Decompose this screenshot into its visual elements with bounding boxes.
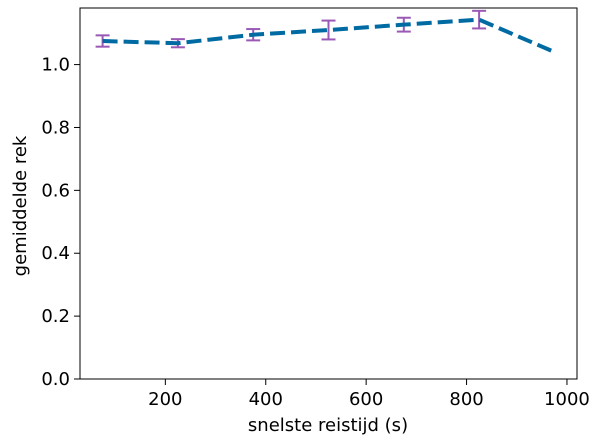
y-tick-label: 1.0 bbox=[41, 55, 70, 76]
y-tick-label: 0.6 bbox=[41, 180, 70, 201]
error-bar bbox=[472, 9, 487, 30]
x-tick-label: 200 bbox=[148, 389, 182, 410]
x-axis-label: snelste reistijd (s) bbox=[248, 415, 408, 436]
x-tick-label: 400 bbox=[249, 389, 283, 410]
y-tick-label: 0.0 bbox=[41, 369, 70, 390]
series-line-0 bbox=[102, 17, 556, 54]
error-bar bbox=[321, 19, 336, 41]
series-layer bbox=[95, 9, 556, 54]
x-tick-label: 1000 bbox=[544, 389, 590, 410]
plot-background bbox=[80, 8, 577, 379]
y-tick-label: 0.8 bbox=[41, 117, 70, 138]
plot-frame bbox=[79, 7, 578, 380]
y-tick-label: 0.2 bbox=[41, 306, 70, 327]
y-tick-label: 0.4 bbox=[41, 243, 70, 264]
axes-layer: 200 400 600 800 1000 0.0 0.2 0.4 0.6 0.8 1.0 bbox=[41, 7, 590, 410]
y-axis-label: gemiddelde rek bbox=[10, 135, 31, 276]
x-tick-label: 600 bbox=[349, 389, 383, 410]
x-tick-label: 800 bbox=[449, 389, 483, 410]
